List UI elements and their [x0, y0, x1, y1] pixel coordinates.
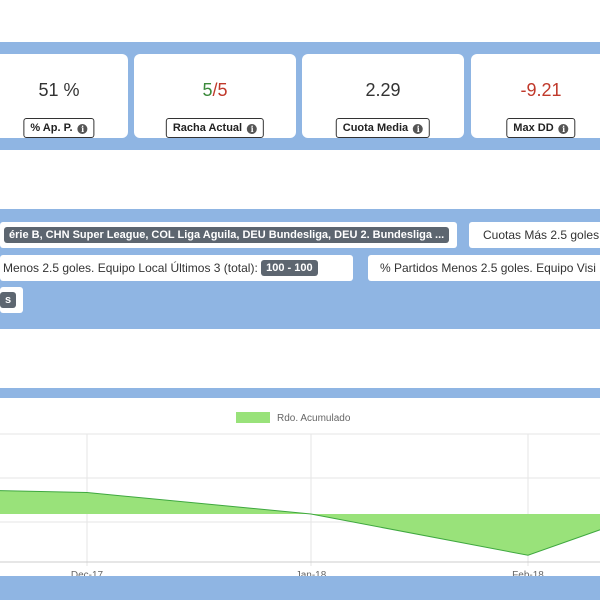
- legend-swatch[interactable]: [236, 412, 270, 423]
- stats-panel: 51 % % Ap. P. i 5/5 Racha Actual i 2.29 …: [0, 42, 600, 150]
- info-icon: i: [247, 124, 258, 134]
- stat-ap-label: % Ap. P.: [30, 122, 73, 134]
- racha-separator: /: [212, 80, 218, 100]
- info-icon: i: [558, 124, 569, 134]
- local-range-tag: 100 - 100: [261, 260, 318, 276]
- cuotas-filter-chip[interactable]: Cuotas Más 2.5 goles: [469, 222, 600, 248]
- stat-ap-button[interactable]: % Ap. P. i: [23, 118, 95, 138]
- stat-cuota-value: 2.29: [365, 80, 401, 100]
- leagues-tag: érie B, CHN Super League, COL Liga Aguil…: [4, 227, 450, 243]
- filters-panel: érie B, CHN Super League, COL Liga Aguil…: [0, 209, 600, 329]
- stat-ap-value: 51 %: [38, 80, 80, 100]
- extra-filter-chip[interactable]: s: [0, 287, 23, 313]
- x-tick-label: Dec-17: [71, 570, 104, 576]
- info-icon: i: [413, 124, 424, 134]
- x-tick-label: Jan-18: [296, 570, 327, 576]
- local-filter-label: Menos 2.5 goles. Equipo Local Últimos 3 …: [3, 261, 258, 275]
- stat-maxdd-value: -9.21: [520, 80, 562, 100]
- chart-panel-band: Rdo. Acumulado Dec-17 Jan-18 Feb-18: [0, 388, 600, 600]
- cuotas-filter-label: Cuotas Más 2.5 goles: [483, 228, 600, 242]
- series-line: [0, 490, 600, 556]
- stat-cuota-label: Cuota Media: [342, 122, 409, 134]
- chart-panel: Rdo. Acumulado Dec-17 Jan-18 Feb-18: [0, 398, 600, 576]
- local-filter-chip[interactable]: Menos 2.5 goles. Equipo Local Últimos 3 …: [0, 255, 353, 281]
- stat-racha-label: Racha Actual: [172, 122, 243, 134]
- stat-card-racha: 5/5 Racha Actual i: [134, 54, 296, 138]
- stat-maxdd-button[interactable]: Max DD i: [506, 118, 576, 138]
- stat-card-maxdd: -9.21 Max DD i: [471, 54, 600, 138]
- visit-filter-chip[interactable]: % Partidos Menos 2.5 goles. Equipo Visi: [368, 255, 600, 281]
- stat-maxdd-label: Max DD: [513, 122, 554, 134]
- info-icon: i: [77, 124, 88, 134]
- legend-label[interactable]: Rdo. Acumulado: [277, 413, 351, 424]
- racha-numerator: 5: [202, 80, 213, 100]
- stat-card-ap: 51 % % Ap. P. i: [0, 54, 128, 138]
- racha-denominator: 5: [217, 80, 228, 100]
- cumulative-result-chart: Rdo. Acumulado Dec-17 Jan-18 Feb-18: [0, 412, 600, 576]
- stat-racha-value: 5/5: [134, 80, 296, 101]
- stat-cuota-button[interactable]: Cuota Media i: [335, 118, 431, 138]
- visit-filter-label: % Partidos Menos 2.5 goles. Equipo Visi: [380, 261, 596, 275]
- extra-filter-tag: s: [0, 292, 17, 308]
- series-area: [0, 490, 600, 556]
- leagues-filter-chip[interactable]: érie B, CHN Super League, COL Liga Aguil…: [0, 222, 457, 248]
- x-tick-label: Feb-18: [512, 570, 544, 576]
- stat-racha-button[interactable]: Racha Actual i: [165, 118, 265, 138]
- stat-card-cuota: 2.29 Cuota Media i: [302, 54, 464, 138]
